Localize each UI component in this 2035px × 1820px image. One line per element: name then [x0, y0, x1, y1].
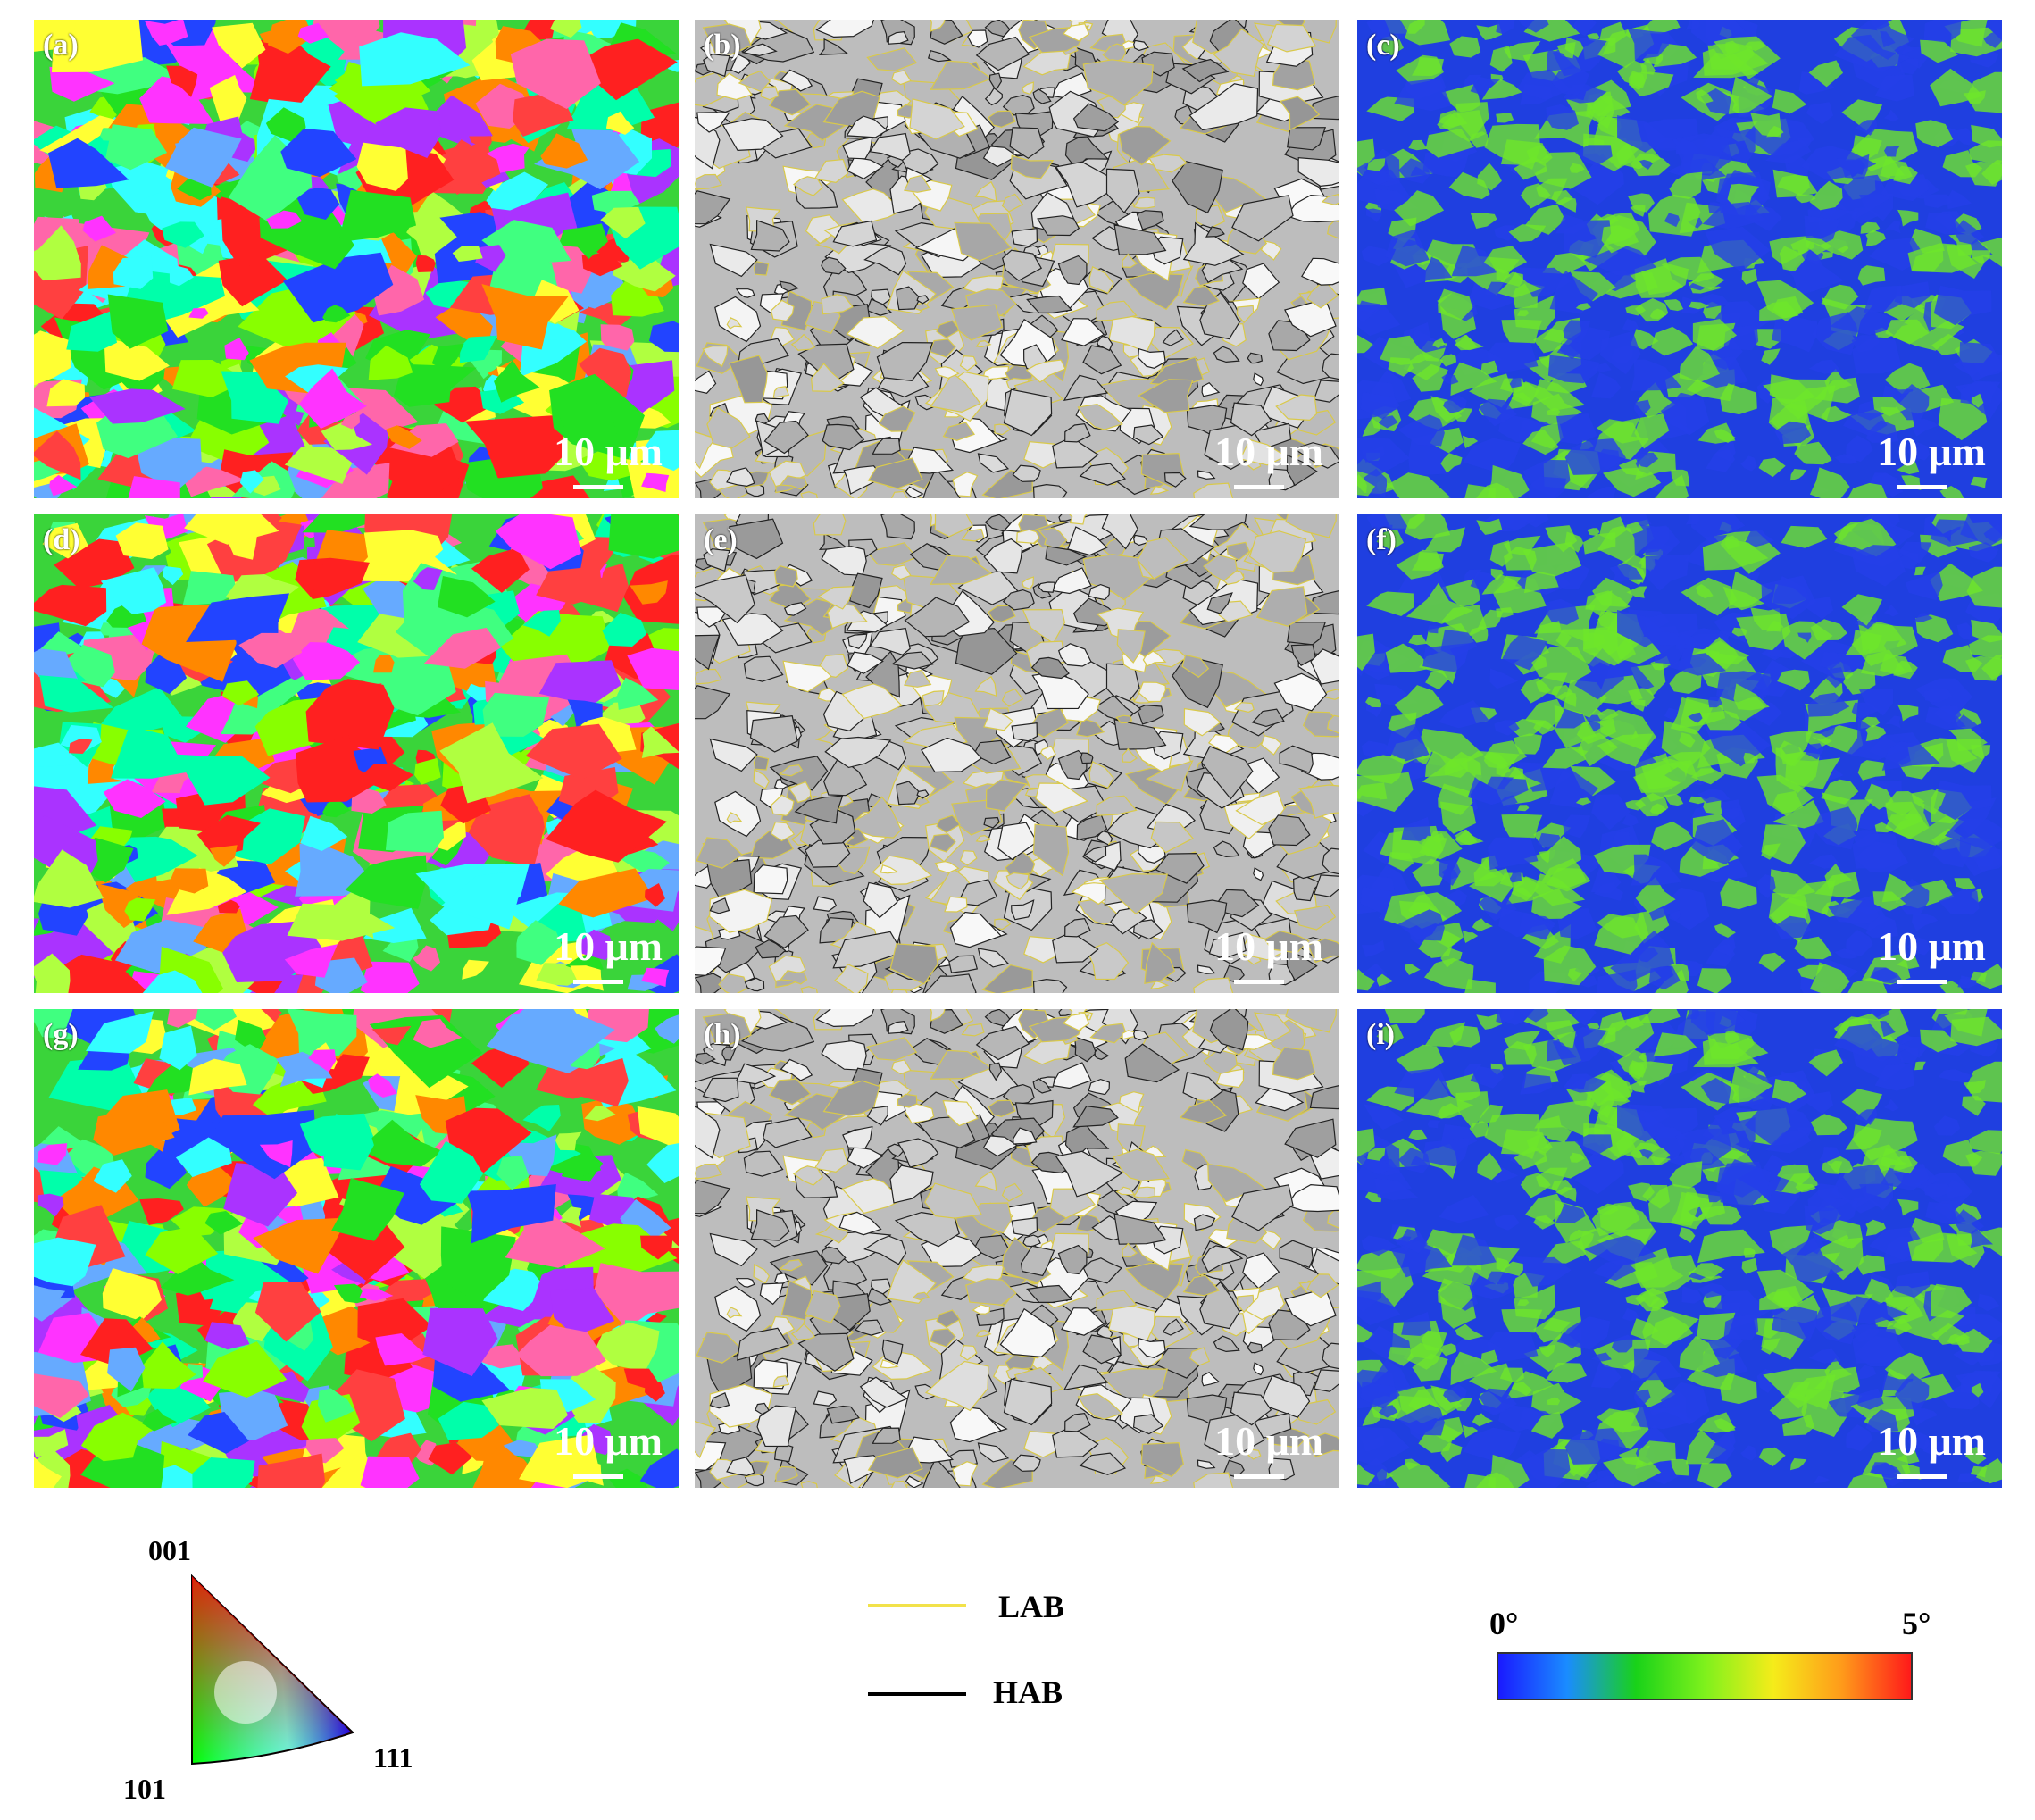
ipf-map: [34, 514, 679, 993]
scale-bar-label: 10 μm: [1214, 1418, 1323, 1464]
scale-bar: [573, 1474, 623, 1479]
boundary-map: [695, 20, 1339, 498]
colorbar-min-label: 0°: [1489, 1606, 1519, 1641]
scale-bar: [1234, 980, 1284, 984]
micrograph-panel-i: (i) 10 μm: [1357, 1009, 2002, 1488]
scale-bar-label: 10 μm: [1877, 1418, 1986, 1464]
kam-map: [1357, 1009, 2002, 1488]
ipf-triangle: [191, 1574, 354, 1766]
panel-label: (d): [43, 523, 80, 556]
micrograph-panel-g: (g) 10 μm: [34, 1009, 679, 1488]
panel-label: (f): [1366, 523, 1397, 556]
micrograph-panel-c: (c) 10 μm: [1357, 20, 2002, 498]
lab-line-swatch: [868, 1604, 966, 1607]
scale-bar-label: 10 μm: [1877, 923, 1986, 969]
colorbar-gradient: [1497, 1652, 1913, 1700]
panel-label: (a): [43, 29, 79, 62]
scale-bar: [1234, 1474, 1284, 1479]
panel-label: (e): [704, 523, 738, 556]
ipf-label-111: 111: [373, 1741, 413, 1774]
micrograph-panel-h: (h) 10 μm: [695, 1009, 1339, 1488]
ipf-map: [34, 1009, 679, 1488]
hab-label: HAB: [993, 1674, 1063, 1710]
ipf-map: [34, 20, 679, 498]
scale-bar-label: 10 μm: [554, 1418, 663, 1464]
scale-bar: [573, 485, 623, 489]
boundary-map: [695, 1009, 1339, 1488]
micrograph-panel-a: (a) 10 μm: [34, 20, 679, 498]
panel-label: (g): [43, 1018, 79, 1051]
micrograph-panel-d: (d) 10 μm: [34, 514, 679, 993]
kam-map: [1357, 20, 2002, 498]
kam-map: [1357, 514, 2002, 993]
panel-label: (c): [1366, 29, 1400, 62]
lab-label: LAB: [998, 1589, 1065, 1624]
scale-bar: [1897, 485, 1947, 489]
scale-bar-label: 10 μm: [1214, 429, 1323, 474]
panel-label: (h): [704, 1018, 741, 1051]
micrograph-panel-e: (e) 10 μm: [695, 514, 1339, 993]
scale-bar: [573, 980, 623, 984]
micrograph-panel-b: (b) 10 μm: [695, 20, 1339, 498]
scale-bar: [1897, 980, 1947, 984]
scale-bar-label: 10 μm: [1214, 923, 1323, 969]
boundary-map: [695, 514, 1339, 993]
panel-label: (b): [704, 29, 741, 62]
scale-bar-label: 10 μm: [1877, 429, 1986, 474]
micrograph-panel-f: (f) 10 μm: [1357, 514, 2002, 993]
hab-line-swatch: [868, 1692, 966, 1696]
ipf-label-001: 001: [148, 1534, 191, 1566]
panel-label: (i): [1366, 1018, 1396, 1051]
scale-bar: [1234, 485, 1284, 489]
scale-bar: [1897, 1474, 1947, 1479]
colorbar-max-label: 5°: [1902, 1606, 1931, 1641]
scale-bar-label: 10 μm: [554, 923, 663, 969]
ipf-label-101: 101: [123, 1773, 166, 1805]
scale-bar-label: 10 μm: [554, 429, 663, 474]
